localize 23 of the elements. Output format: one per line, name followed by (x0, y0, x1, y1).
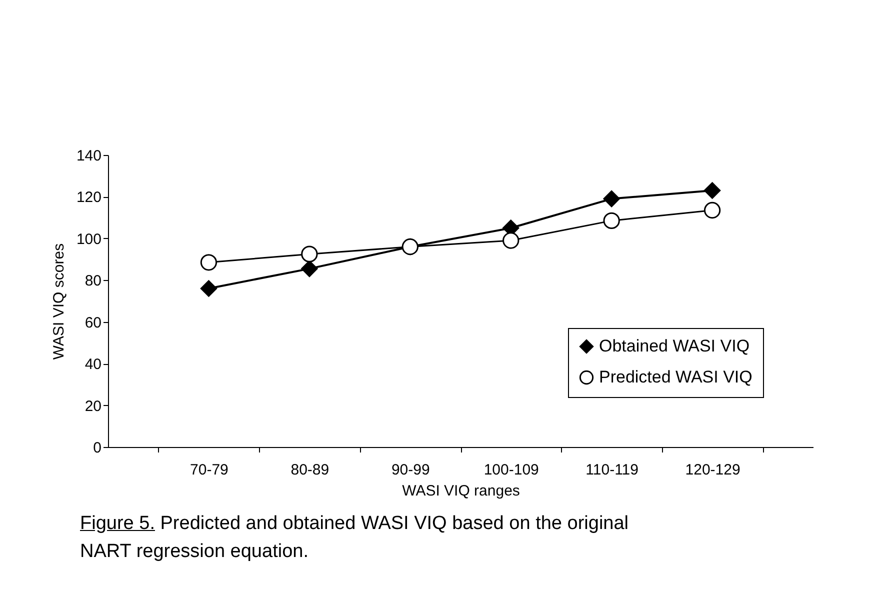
y-tick-label: 20 (84, 398, 102, 415)
x-tick-label: 80-89 (290, 462, 330, 478)
x-tick-label: 110-119 (586, 462, 638, 478)
legend-label: Obtained WASI VIQ (599, 336, 750, 356)
y-tick-label: 120 (76, 189, 102, 206)
x-tick-label: 100-109 (484, 462, 539, 478)
y-tick-label: 80 (84, 272, 102, 290)
point (603, 190, 620, 208)
y-tick-label: 100 (76, 230, 102, 248)
y-tick-label: 140 (76, 148, 102, 164)
x-tick-label: 120-129 (685, 462, 740, 478)
caption: Figure 5. Predicted and obtained WASI VIQ based on the original NART regression equation. (80, 512, 630, 564)
x-tick-label: 70-79 (190, 462, 228, 478)
x-tick-label: 90-99 (391, 462, 430, 478)
legend-label: Predicted WASI VIQ (599, 368, 752, 386)
y-axis-title: WASI VIQ scores (50, 243, 68, 360)
point (301, 260, 318, 278)
y-tick-label: 0 (93, 440, 102, 456)
point (704, 182, 721, 199)
y-tick-label: 60 (84, 314, 102, 332)
y-tick-label: 40 (84, 356, 102, 374)
x-axis-title: WASI VIQ ranges (402, 482, 520, 500)
point (200, 280, 218, 297)
